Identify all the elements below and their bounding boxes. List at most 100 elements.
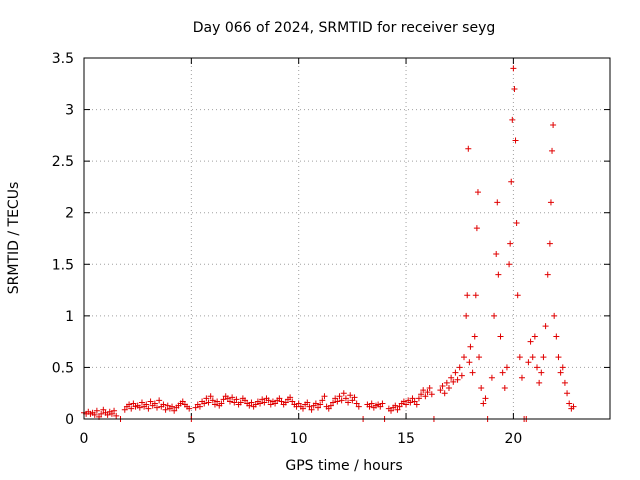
data-point [156,397,163,404]
data-point [218,400,225,407]
data-point [518,374,525,381]
data-point [469,369,476,376]
y-tick-label: 0.5 [52,360,74,376]
data-point [211,401,218,408]
data-point [506,261,513,268]
data-point [242,397,249,404]
data-point [461,354,468,361]
data-point [196,403,203,410]
y-tick-label: 0 [65,412,74,428]
y-tick-label: 3 [65,103,74,119]
data-point [538,369,545,376]
data-point [334,398,341,405]
data-point [542,323,549,330]
data-point [319,397,326,404]
grid-layer [84,58,610,419]
data-point [147,398,154,405]
data-point [295,400,302,407]
data-point [299,405,306,412]
data-point [466,359,473,366]
data-point [394,406,401,413]
data-point [126,401,133,408]
data-point [464,292,471,299]
data-point [549,147,556,154]
data-point [304,399,311,406]
data-point [207,393,214,400]
y-tick-label: 2.5 [52,154,74,170]
data-point [160,401,167,408]
data-point [224,395,231,402]
data-point [557,369,564,376]
x-tick-label: 5 [187,431,196,447]
data-point [368,400,375,407]
data-point [171,407,178,414]
data-point [396,403,403,410]
data-point [510,65,517,72]
data-point [488,374,495,381]
data-point [553,333,560,340]
data-point [392,402,399,409]
data-point [121,406,128,413]
y-tick-label: 1.5 [52,257,74,273]
data-point [472,292,479,299]
data-point [233,396,240,403]
y-tick-label: 2 [65,206,74,222]
ticks-layer: 0 0.5 1 1.5 2 2.5 3 3.5 0 5 10 15 20 [52,51,610,447]
data-point [516,354,523,361]
data-point [551,312,558,319]
data-point [111,407,118,414]
data-point [422,393,429,400]
data-point [482,395,489,402]
y-tick-label: 3.5 [52,51,74,67]
data-point [308,406,315,413]
y-tick-label: 1 [65,309,74,325]
data-point [325,405,332,412]
data-point [439,382,446,389]
data-point [420,387,427,394]
data-point [355,403,362,410]
data-point [531,333,538,340]
data-point [306,403,313,410]
data-point [321,393,328,400]
data-point [257,400,264,407]
data-point [512,137,519,144]
data-point [418,391,425,398]
data-point [514,292,521,299]
data-point [379,400,386,407]
data-point [289,398,296,405]
data-point [338,397,345,404]
data-point [347,392,354,399]
data-point [349,397,356,404]
data-point [476,354,483,361]
data-point [452,369,459,376]
data-point [507,240,514,247]
data-point [192,404,199,411]
data-point [501,385,508,392]
data-point [136,404,143,411]
data-point [536,379,543,386]
data-point [336,393,343,400]
data-point [478,385,485,392]
chart-title: Day 066 of 2024, SRMTID for receiver sey… [193,20,496,36]
data-point [465,145,472,152]
data-point [494,199,501,206]
data-point [164,402,171,409]
data-point [426,385,433,392]
data-point [205,399,212,406]
data-point [312,400,319,407]
data-point [511,85,518,92]
x-axis-label: GPS time / hours [285,458,402,474]
data-point [272,400,279,407]
data-point [513,220,520,227]
data-point [138,399,145,406]
x-tick-label: 10 [290,431,308,447]
data-point [534,364,541,371]
data-point [162,406,169,413]
data-point [555,354,562,361]
data-point [104,411,111,418]
data-point [403,401,410,408]
data-point [493,250,500,257]
data-point [278,398,285,405]
data-point [231,399,238,406]
data-point [497,333,504,340]
